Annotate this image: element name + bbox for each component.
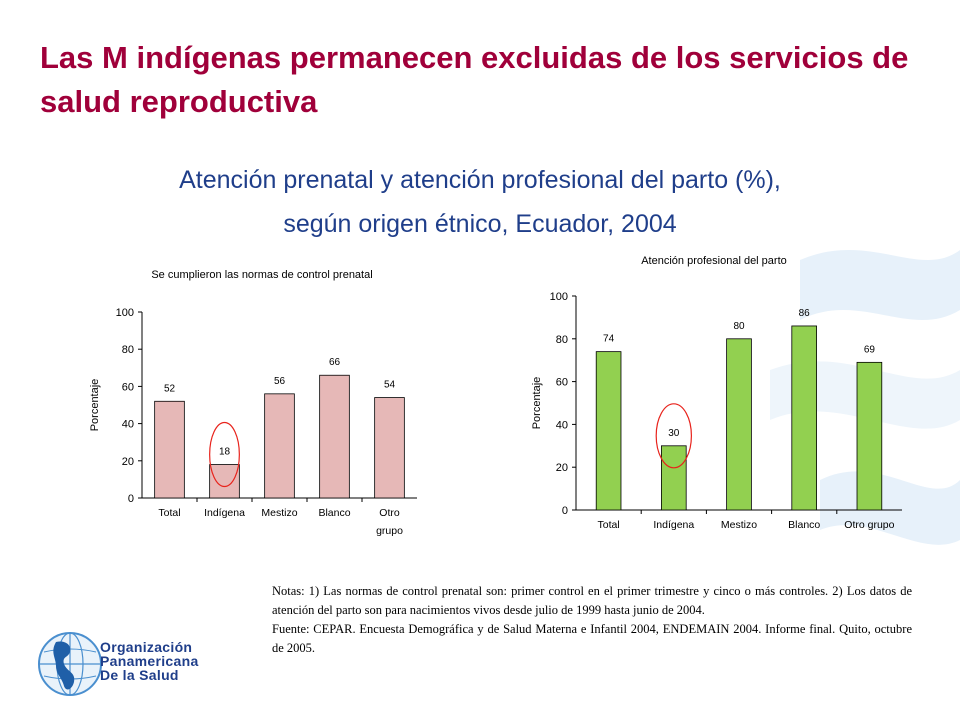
prenatal-control-chart: Se cumplieron las normas de control pren… [80,262,440,557]
bar [661,445,687,511]
subtitle-line-1: Atención prenatal y atención profesional… [179,166,781,194]
x-tick-label: Otro [379,507,400,519]
bar [595,351,622,511]
y-tick-label: 0 [562,505,568,517]
chart-subtitle: Atención prenatal y atención profesional… [0,158,960,246]
y-tick-label: 80 [122,344,134,356]
bar [154,400,185,499]
bar [856,361,883,511]
logo-line-1: Organización [100,639,193,655]
data-label: 52 [164,383,176,394]
data-label: 86 [799,308,811,319]
bar [264,393,295,499]
x-tick-label: Total [158,507,180,519]
y-tick-label: 40 [556,419,568,431]
data-label: 18 [219,447,231,458]
data-label: 54 [384,380,396,391]
logo-line-2: Panamericana [100,653,199,669]
page-title: Las M indígenas permanecen excluidas de … [40,40,909,119]
highlight-circle [209,421,240,488]
y-tick-label: 100 [550,291,568,303]
chart-title: Atención profesional del parto [641,255,787,267]
y-axis-label: Porcentaje [89,379,101,432]
logo-text: Organización Panamericana De la Salud [100,640,199,682]
y-tick-label: 100 [116,307,134,319]
x-tick-label: Total [598,519,620,531]
y-tick-label: 60 [122,381,134,393]
data-label: 66 [329,357,341,368]
y-tick-label: 0 [128,493,134,505]
bar [791,325,817,511]
data-label: 74 [603,334,615,345]
data-label: 69 [864,344,876,355]
birth-care-chart-svg: Atención profesional del parto Porcentaje… [531,255,902,531]
x-tick-label: Mestizo [721,519,757,531]
y-tick-label: 60 [556,377,568,389]
x-tick-label: Blanco [318,507,350,519]
notes-text: Notas: 1) Las normas de control prenatal… [272,584,912,617]
bar [319,374,350,499]
x-tick-label: Otro grupo [844,519,894,531]
data-label: 30 [668,428,680,439]
x-tick-label: grupo [376,525,403,537]
globe-icon [38,632,102,696]
chart-title: Se cumplieron las normas de control pren… [151,269,372,281]
y-tick-label: 20 [122,456,134,468]
subtitle-line-2: según origen étnico, Ecuador, 2004 [283,210,677,238]
x-tick-label: Indígena [653,519,694,531]
x-tick-label: Blanco [788,519,820,531]
y-tick-label: 80 [556,334,568,346]
data-label: 80 [733,321,745,332]
data-label: 56 [274,376,286,387]
bar [374,397,405,499]
professional-birth-care-chart: Atención profesional del parto Porcentaje… [522,248,914,553]
x-tick-label: Mestizo [261,507,297,519]
bar [726,338,752,511]
x-tick-label: Indígena [204,507,245,519]
prenatal-chart-svg: Se cumplieron las normas de control pren… [89,269,417,537]
ops-logo: Organización Panamericana De la Salud [34,628,244,708]
y-axis-label: Porcentaje [531,377,543,430]
highlight-circle [655,403,693,469]
logo-line-3: De la Salud [100,667,179,683]
source-text: Fuente: CEPAR. Encuesta Demográfica y de… [272,622,912,655]
notes-block: Notas: 1) Las normas de control prenatal… [272,582,912,658]
bar [209,464,240,499]
y-tick-label: 20 [556,462,568,474]
y-tick-label: 40 [122,419,134,431]
